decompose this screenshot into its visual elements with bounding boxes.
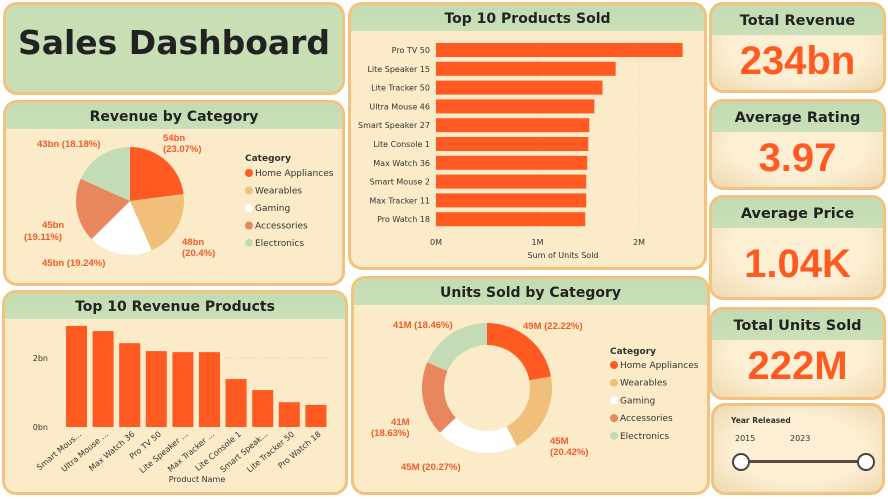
page-title: Sales Dashboard — [17, 23, 331, 62]
slicer-label: Year Released — [731, 416, 791, 425]
kpi-label: Average Rating — [712, 102, 883, 132]
slider-track[interactable] — [742, 460, 866, 463]
kpi-label: Total Units Sold — [712, 310, 883, 340]
slider-handle-min[interactable] — [732, 453, 750, 471]
slider-handle-max[interactable] — [857, 453, 875, 471]
title-card: Sales Dashboard — [3, 2, 345, 95]
card-title: Units Sold by Category — [354, 279, 707, 305]
top-revenue-products-card[interactable]: Top 10 Revenue Products — [2, 290, 348, 495]
year-slicer-card[interactable]: Year Released 2015 2023 — [711, 403, 885, 495]
kpi-value: 222M — [747, 344, 848, 388]
card-title: Top 10 Revenue Products — [5, 293, 345, 319]
card-title: Revenue by Category — [6, 103, 342, 129]
kpi-value: 1.04K — [744, 242, 851, 286]
revenue-by-category-card[interactable]: Revenue by Category — [3, 100, 345, 286]
total-revenue-card: Total Revenue 234bn — [709, 2, 886, 93]
average-rating-card: Average Rating 3.97 — [709, 99, 886, 190]
kpi-label: Average Price — [712, 198, 883, 228]
slicer-min-value[interactable]: 2015 — [735, 434, 756, 443]
total-units-card: Total Units Sold 222M — [709, 307, 886, 400]
kpi-label: Total Revenue — [712, 5, 883, 35]
card-title: Top 10 Products Sold — [351, 5, 704, 31]
kpi-value: 234bn — [739, 39, 856, 83]
top-products-sold-card[interactable]: Top 10 Products Sold — [348, 2, 707, 270]
slicer-max-value[interactable]: 2023 — [790, 434, 811, 443]
kpi-value: 3.97 — [758, 136, 837, 180]
units-by-category-card[interactable]: Units Sold by Category — [351, 276, 710, 495]
average-price-card: Average Price 1.04K — [709, 195, 886, 300]
